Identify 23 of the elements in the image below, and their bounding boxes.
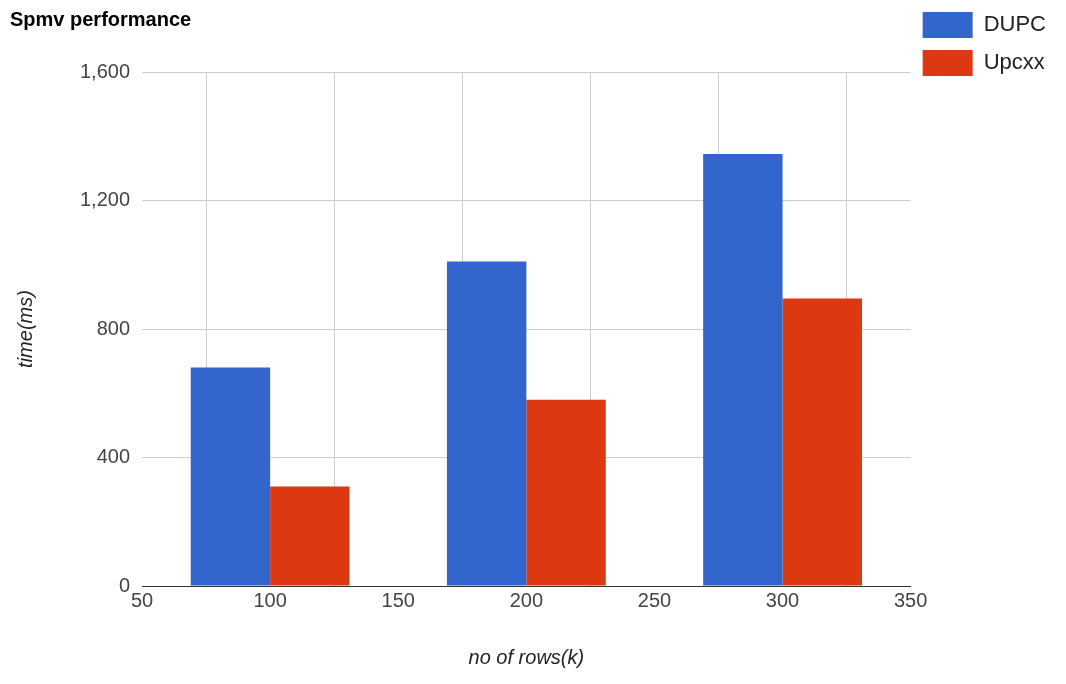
x-tick-label: 50 — [130, 588, 154, 611]
bar — [446, 261, 527, 586]
bar — [703, 153, 783, 586]
x-tick-label: 250 — [637, 588, 672, 611]
bar — [526, 399, 606, 586]
x-axis-title: no of rows(k) — [468, 645, 585, 668]
bar — [270, 486, 350, 586]
y-tick-label: 400 — [96, 445, 131, 468]
y-tick-label: 0 — [118, 573, 131, 596]
chart-title: Spmv performance — [10, 7, 192, 30]
legend-label: Upcxx — [983, 49, 1045, 75]
bar — [190, 367, 271, 586]
y-tick-label: 1,600 — [79, 59, 131, 82]
y-tick-label: 800 — [96, 316, 131, 339]
y-axis-title: time(ms) — [13, 290, 36, 368]
x-tick-label: 100 — [253, 588, 287, 611]
x-tick-label: 350 — [893, 588, 928, 611]
y-tick-label: 1,200 — [79, 188, 131, 211]
x-tick-label: 300 — [765, 588, 800, 611]
bar — [782, 298, 862, 586]
x-tick-label: 150 — [381, 588, 415, 611]
legend-label: DUPC — [983, 11, 1047, 37]
x-tick-label: 200 — [509, 588, 544, 611]
